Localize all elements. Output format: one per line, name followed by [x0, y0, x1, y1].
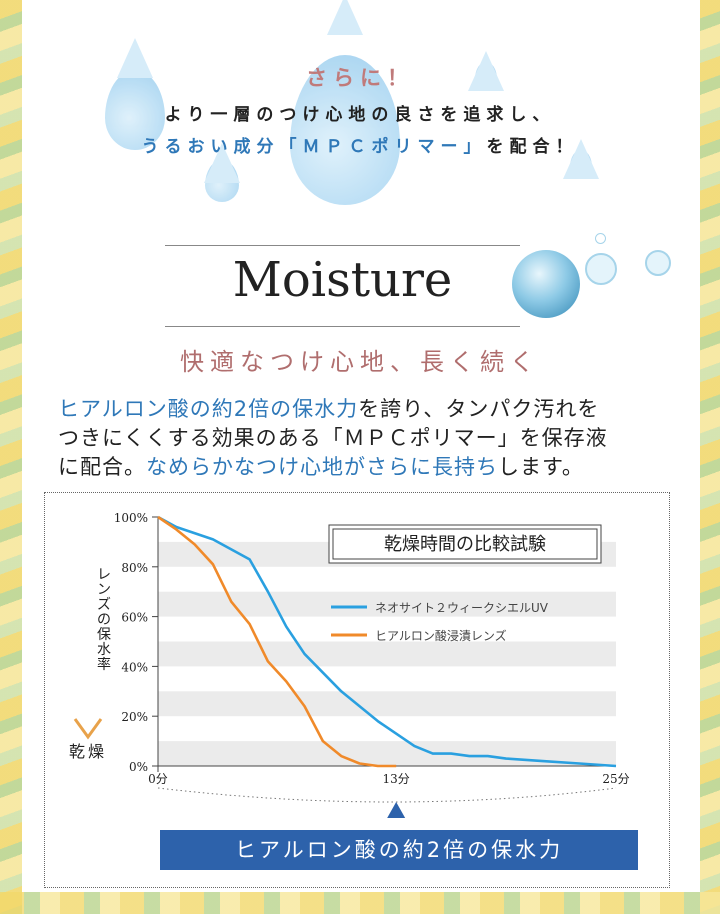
chart-container: 100% 80% 60% 40% 20% 0% 0分 13分 25分 乾燥時間の比較試験ネオサイト…: [44, 492, 670, 888]
y-axis-label-char: 水: [97, 642, 111, 658]
description-paragraph: ヒアルロン酸の約2倍の保水力を誇り、タンパク汚れを つきにくくする効果のある「Ｍ…: [58, 395, 678, 482]
small-bubble-icon: [645, 250, 671, 276]
range-brace: [157, 787, 617, 803]
legend-label: ヒアルロン酸浸漬レンズ: [375, 628, 507, 643]
highlight-banner: ヒアルロン酸の約2倍の保水力: [160, 830, 638, 870]
title-rule-bottom: [165, 326, 520, 327]
grid-band: [158, 691, 616, 717]
para-text-3a: に配合。: [58, 455, 146, 479]
y-tick-label: 100%: [114, 511, 148, 525]
water-drop-icon: [290, 55, 400, 205]
header-line-2-rest: を配合！: [486, 137, 579, 157]
para-text-1: を誇り、タンパク汚れを: [358, 397, 600, 421]
para-text-2: つきにくくする効果のある「ＭＰＣポリマー」を保存液: [58, 426, 608, 450]
small-bubble-icon: [595, 233, 606, 244]
y-axis-bottom-label: 乾燥: [69, 742, 107, 761]
y-arrow-head: [73, 718, 103, 740]
y-axis-label-char: ズ: [97, 597, 111, 613]
chart-title: 乾燥時間の比較試験: [384, 534, 546, 555]
y-axis-label-char: 保: [97, 627, 111, 643]
y-axis-label-char: レ: [97, 567, 111, 583]
header-emphasis: さらに！: [306, 65, 414, 90]
water-drop-icon: [205, 160, 239, 202]
chart-title-inner-box: [332, 528, 598, 560]
water-drop-icon: [475, 62, 497, 90]
series-line-hyaluronic: [157, 515, 397, 768]
y-tick-label: 60%: [121, 611, 148, 625]
section-title: Moisture: [232, 252, 453, 308]
y-axis-label-char: の: [97, 612, 111, 628]
para-highlight-1: ヒアルロン酸の約2倍の保水力: [58, 397, 359, 421]
header-line-1: より一層のつけ心地の良さを追求し、: [164, 105, 556, 125]
x-tick-label: 25分: [602, 772, 629, 786]
y-axis-label-char: ン: [97, 582, 111, 598]
x-tick-label: 0分: [148, 772, 168, 786]
chart-title-box: [328, 524, 602, 564]
para-highlight-2: なめらかなつけ心地がさらに長持ち: [146, 455, 498, 479]
y-tick-label: 20%: [121, 710, 148, 724]
subheading: 快適なつけ心地、長く続く: [180, 348, 540, 376]
moisture-bubble-icon: [512, 250, 580, 318]
y-tick-label: 40%: [121, 660, 148, 674]
title-rule-top: [165, 245, 520, 246]
header-line-2: うるおい成分「ＭＰＣポリマー」を配合！: [0, 132, 720, 157]
lemon-border-right: [698, 0, 720, 914]
grid-band: [158, 641, 616, 667]
para-text-3b: します。: [498, 455, 584, 479]
legend-label: ネオサイト２ウィークシエルUV: [375, 601, 549, 615]
water-drop-icon: [570, 150, 592, 178]
lemon-border-left: [0, 0, 22, 914]
y-axis-label-char: 率: [97, 656, 111, 673]
x-tick-label: 13分: [383, 772, 410, 786]
y-tick-label: 0%: [129, 760, 148, 774]
lemon-border-bottom: [0, 892, 720, 914]
series-line-neosight: [157, 515, 617, 768]
water-drop-icon: [105, 70, 165, 150]
header-line-2-highlight: うるおい成分「ＭＰＣポリマー」: [141, 137, 487, 157]
chart-svg: 100% 80% 60% 40% 20% 0%0分 13分 25分 乾燥時間の比較試験ネオサイト…: [69, 511, 630, 818]
pointer-triangle: [387, 802, 406, 818]
small-bubble-icon: [585, 253, 617, 285]
y-tick-label: 80%: [121, 561, 148, 575]
